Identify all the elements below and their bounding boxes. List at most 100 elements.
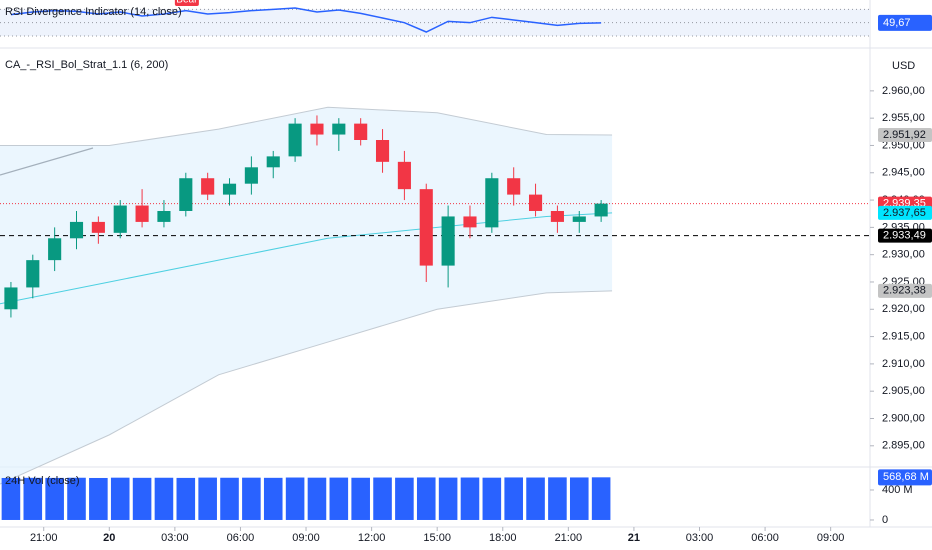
candle-body xyxy=(26,260,40,288)
volume-bar xyxy=(416,477,436,520)
candle-body xyxy=(201,178,215,195)
y-tick-label: 400 M xyxy=(882,484,913,496)
pane-title: RSI Divergence Indicator (14, close) xyxy=(5,6,182,18)
volume-bar xyxy=(263,477,283,520)
band-fill xyxy=(0,107,613,485)
volume-bar xyxy=(1,477,21,520)
pane-title: 24H Vol (close) xyxy=(5,475,80,487)
x-tick-label: 21:00 xyxy=(555,532,583,544)
price-marker-box xyxy=(878,127,932,142)
candle-body xyxy=(507,178,521,195)
y-tick-label: 2.950,00 xyxy=(882,139,925,151)
x-tick-label: 20 xyxy=(103,532,115,544)
rsi-line xyxy=(10,7,602,33)
x-tick-label: 03:00 xyxy=(161,532,189,544)
candle-body xyxy=(91,221,105,233)
x-tick-label: 06:00 xyxy=(751,532,779,544)
x-tick-label: 12:00 xyxy=(358,532,386,544)
candle-body xyxy=(419,189,433,266)
price-marker-box xyxy=(878,283,932,298)
y-tick-label: 2.900,00 xyxy=(882,412,925,424)
candle-body xyxy=(69,221,84,239)
x-tick-label: 21:00 xyxy=(30,532,58,544)
candle-body xyxy=(310,123,324,135)
x-tick-label: 15:00 xyxy=(423,532,451,544)
candle-body xyxy=(179,178,193,211)
volume-bar xyxy=(23,477,43,520)
candle-body xyxy=(157,210,171,222)
volume-bar xyxy=(307,477,327,520)
overlay-line xyxy=(0,212,613,305)
last-value-box xyxy=(878,469,932,486)
y-tick-label: 0 xyxy=(882,514,888,526)
candle-body xyxy=(222,183,237,195)
volume-bar xyxy=(198,477,217,520)
annotation-box xyxy=(174,0,199,6)
price-marker-label: 2.951,92 xyxy=(883,129,926,141)
candle-body xyxy=(244,167,258,184)
volume-bar xyxy=(242,477,261,520)
y-tick-label: 2.915,00 xyxy=(882,330,925,342)
volume-bar xyxy=(329,477,349,520)
candle-body xyxy=(375,140,390,162)
candle-body xyxy=(135,205,149,222)
volume-bar xyxy=(438,477,458,520)
x-tick-label: 06:00 xyxy=(227,532,255,544)
candle-body xyxy=(397,161,411,190)
candle-body xyxy=(332,123,346,135)
candle-body xyxy=(528,194,543,211)
candle-body xyxy=(594,203,608,217)
y-tick-label: 2.920,00 xyxy=(882,303,925,315)
y-tick-label: 2.895,00 xyxy=(882,440,925,452)
overlay-line xyxy=(0,290,613,485)
price-marker-label: 2.937,65 xyxy=(883,207,926,219)
volume-bar xyxy=(569,477,589,520)
x-tick-label: 09:00 xyxy=(292,532,320,544)
volume-bar xyxy=(373,477,392,520)
volume-bar xyxy=(526,477,545,520)
annotation-label: Bear xyxy=(176,0,198,6)
candle-body xyxy=(485,178,499,228)
y-tick-label: 2.910,00 xyxy=(882,358,925,370)
y-tick-label: 2.945,00 xyxy=(882,167,925,179)
volume-bar xyxy=(67,477,86,520)
volume-bar xyxy=(482,477,502,520)
volume-bar xyxy=(591,477,611,520)
x-tick-label: 09:00 xyxy=(817,532,845,544)
price-marker-box xyxy=(878,228,932,243)
candle-body xyxy=(288,123,302,157)
last-value-label: 49,67 xyxy=(883,17,911,29)
pane-title: CA_-_RSI_Bol_Strat_1.1 (6, 200) xyxy=(5,59,168,71)
candle-body xyxy=(572,216,586,222)
overlay-line xyxy=(0,106,613,146)
price-marker-label: 2.923,38 xyxy=(883,285,926,297)
candle-body xyxy=(266,156,280,168)
volume-bar xyxy=(460,477,480,520)
last-value-box xyxy=(878,14,932,31)
candle-body xyxy=(441,216,455,266)
volume-bar xyxy=(45,477,64,520)
y-tick-label: 2.930,00 xyxy=(882,249,925,261)
candle-body xyxy=(354,123,368,141)
volume-bar xyxy=(504,477,523,520)
volume-bar xyxy=(110,477,130,520)
volume-bar xyxy=(176,477,196,520)
price-marker-label: 2.933,49 xyxy=(883,230,926,242)
price-marker-box xyxy=(878,205,932,220)
x-tick-label: 03:00 xyxy=(686,532,714,544)
y-tick-label: 2.955,00 xyxy=(882,112,925,124)
last-value-label: 568,68 M xyxy=(883,471,929,483)
x-tick-label: 21 xyxy=(628,532,640,544)
volume-bar xyxy=(220,477,239,520)
candle-body xyxy=(550,210,564,222)
currency-label: USD xyxy=(892,60,915,72)
volume-bar xyxy=(548,477,567,520)
y-tick-label: 2.905,00 xyxy=(882,385,925,397)
volume-bar xyxy=(154,477,174,520)
volume-bar xyxy=(132,477,152,520)
candle-body xyxy=(48,238,62,261)
volume-bar xyxy=(351,477,370,520)
volume-bar xyxy=(285,477,305,520)
